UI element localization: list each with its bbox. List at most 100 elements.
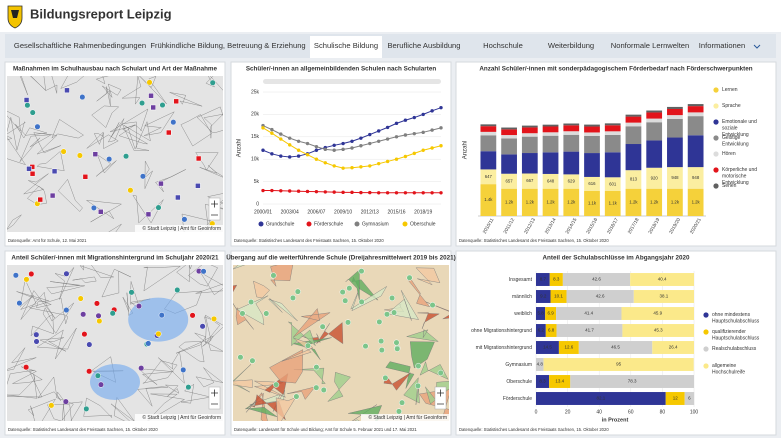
map-district xyxy=(275,397,297,421)
bar-segment xyxy=(604,177,621,191)
point xyxy=(296,154,301,158)
panel-source: Datenquelle: Amt für Schule, 12. Mai 202… xyxy=(8,238,87,243)
nav-tab[interactable]: Nonformale Lernwelten xyxy=(611,41,690,50)
zoom-control[interactable] xyxy=(208,386,221,410)
logo xyxy=(7,5,23,29)
bar-segment xyxy=(536,392,666,405)
bar-segment xyxy=(536,273,550,286)
map-district xyxy=(188,265,218,287)
map-marker xyxy=(248,299,255,306)
map-marker xyxy=(155,330,162,337)
bar-segment xyxy=(536,358,544,371)
y-tick-label: 20k xyxy=(251,112,260,118)
map-marker xyxy=(29,109,36,116)
map-district xyxy=(19,76,46,95)
bar-segment xyxy=(578,341,653,354)
bar-segment xyxy=(480,131,497,136)
nav-tab[interactable]: Gesellschaftliche Rahmenbedingungen xyxy=(14,41,146,50)
legend-label: Realschulabschluss xyxy=(712,346,757,352)
map-district xyxy=(175,332,206,354)
map-marker xyxy=(92,151,99,157)
map-marker xyxy=(96,318,103,325)
nav-tab[interactable]: Weiterbildung xyxy=(548,41,594,50)
bar-segment xyxy=(542,188,559,216)
panel-source: Datenquelle: Statistisches Landesamt des… xyxy=(459,238,609,243)
point xyxy=(394,191,399,195)
map-marker xyxy=(313,364,320,371)
zoom-control[interactable] xyxy=(434,386,447,410)
map-district xyxy=(58,179,83,212)
map-marker xyxy=(195,155,202,162)
map-district xyxy=(409,341,435,369)
bar-segment xyxy=(622,324,694,337)
y-tick-label: weiblich xyxy=(514,311,532,317)
attribution-bg xyxy=(135,414,223,421)
map-district xyxy=(268,298,298,322)
map-district xyxy=(29,297,69,324)
bar-segment xyxy=(501,135,517,139)
bar-segment xyxy=(542,126,559,133)
map-district xyxy=(244,400,278,418)
map-district xyxy=(123,121,151,150)
bar-segment xyxy=(604,190,621,216)
range-slider[interactable] xyxy=(263,79,441,84)
bar-segment xyxy=(625,144,642,171)
legend-swatch xyxy=(713,135,719,141)
y-tick-label: 25k xyxy=(251,89,260,95)
map-marker xyxy=(76,152,83,159)
bar-segment xyxy=(542,124,559,127)
point xyxy=(403,118,408,122)
point xyxy=(377,129,381,133)
bar-segment xyxy=(687,106,704,113)
point xyxy=(261,126,265,130)
point xyxy=(314,144,319,149)
point xyxy=(332,164,336,168)
map-marker xyxy=(109,310,116,317)
bar-segment xyxy=(545,324,557,337)
map-district xyxy=(19,134,52,162)
map-marker xyxy=(33,331,40,338)
bar-segment xyxy=(625,114,642,117)
point xyxy=(323,161,327,165)
point xyxy=(279,137,283,141)
bar-segment xyxy=(584,190,600,216)
value-label: 6 xyxy=(688,396,691,401)
map-district xyxy=(293,367,326,384)
bar-segment xyxy=(556,307,622,320)
point xyxy=(385,191,390,195)
map-district xyxy=(287,386,316,400)
x-tick-label: 100 xyxy=(690,409,699,415)
page-title: Bildungsreport Leipzig xyxy=(30,6,172,21)
bar-segment xyxy=(501,173,517,189)
map-district xyxy=(195,272,223,296)
point xyxy=(377,191,381,195)
map-marker xyxy=(415,362,422,370)
x-axis-label: in Prozent xyxy=(602,417,629,423)
zoom-control[interactable] xyxy=(208,197,221,221)
value-label: 616 xyxy=(588,181,596,186)
bar-segment xyxy=(667,108,683,116)
nav-tab[interactable]: Berufliche Ausbildung xyxy=(387,41,460,50)
value-label: 1.1k xyxy=(609,201,618,206)
bar-segment xyxy=(687,116,704,136)
x-tick-label: 2009/10 xyxy=(334,209,352,215)
y-tick-label: Förderschule xyxy=(503,396,532,402)
x-tick-label: 2000/01 xyxy=(254,209,272,215)
nav-tab[interactable]: Frühkindliche Bildung, Betreuung & Erzie… xyxy=(150,41,305,50)
y-tick-label: männlich xyxy=(512,294,532,300)
map-marker xyxy=(159,102,166,109)
value-label: 41.4 xyxy=(584,311,593,316)
bar-segment xyxy=(563,188,580,216)
nav-tab[interactable]: Hochschule xyxy=(483,41,523,50)
point xyxy=(296,139,301,143)
bar-segment xyxy=(501,129,517,136)
bar-segment xyxy=(480,169,497,185)
map-marker xyxy=(145,340,152,347)
bar-segment xyxy=(521,173,538,189)
nav-tab[interactable]: Informationen xyxy=(699,41,745,50)
bar-segment xyxy=(563,131,580,135)
point xyxy=(421,148,425,152)
value-label: 10.1 xyxy=(554,294,563,299)
point xyxy=(394,157,399,161)
nav-tab[interactable]: Schulische Bildung xyxy=(314,41,378,50)
